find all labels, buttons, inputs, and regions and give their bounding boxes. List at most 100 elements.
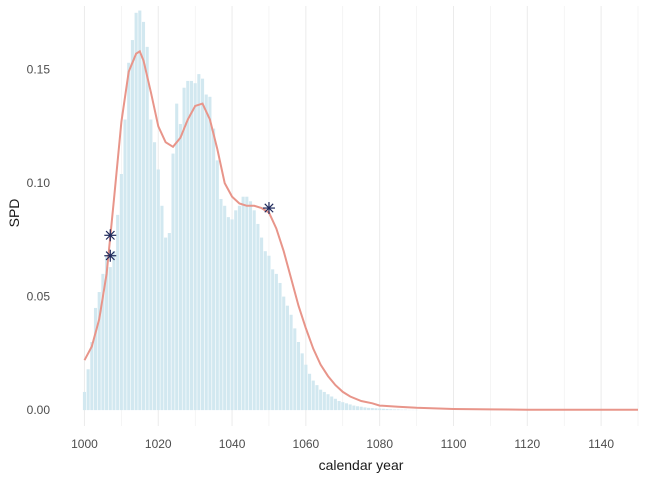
x-tick-label: 1020 [145, 437, 172, 451]
histogram-bar [230, 219, 234, 411]
y-tick-label: 0.00 [27, 403, 51, 417]
histogram-bar [285, 305, 289, 411]
histogram-bar [200, 78, 205, 411]
date-markers [104, 202, 275, 262]
histogram-bar [322, 391, 326, 411]
x-tick-label: 1120 [514, 437, 540, 451]
histogram-bar [274, 273, 278, 411]
histogram-bar [97, 292, 101, 411]
histogram-bar [208, 96, 212, 411]
histogram-bar [263, 251, 267, 411]
histogram-bar [167, 233, 171, 411]
histogram-bar [319, 389, 323, 411]
histogram-bar [311, 380, 315, 411]
histogram-bar [127, 62, 131, 411]
histogram-bar [182, 87, 186, 411]
histogram-bar [223, 205, 227, 411]
histogram-bar [296, 342, 301, 411]
histogram-bar [86, 369, 90, 411]
histogram-bar [101, 273, 105, 411]
y-axis-ticks: 0.00 0.05 0.10 0.15 [27, 63, 51, 418]
histogram-bar [248, 201, 253, 411]
histogram-bar [260, 237, 264, 411]
histogram-bar [237, 205, 241, 411]
histogram-bar [293, 328, 297, 411]
histogram-bar [389, 409, 393, 411]
histogram-bar [160, 205, 164, 411]
histogram-bar [271, 269, 275, 411]
histogram-bar [333, 398, 337, 411]
histogram-bar [112, 251, 116, 411]
histogram-bar [337, 401, 341, 411]
histogram-bar [123, 119, 127, 411]
x-axis-ticks: 1000 1020 1040 1060 1080 1100 1120 1140 [71, 437, 614, 451]
histogram-bar [193, 83, 197, 411]
x-tick-label: 1000 [71, 437, 98, 451]
histogram-bar [234, 210, 238, 411]
histogram-bar [348, 404, 352, 411]
histogram-bar [359, 406, 363, 411]
histogram-bar [141, 21, 146, 411]
histogram-bar [289, 314, 293, 411]
y-tick-label: 0.10 [27, 176, 51, 190]
histogram-bar [164, 237, 168, 411]
histogram-bar [175, 103, 179, 411]
histogram-bar [189, 80, 194, 411]
x-tick-label: 1100 [441, 437, 467, 451]
histogram-bar [326, 394, 330, 411]
histogram-bar [134, 12, 138, 411]
histogram-bar [363, 407, 367, 411]
histogram-bar [304, 364, 308, 411]
histogram-bar [153, 142, 157, 411]
histogram-bar [82, 391, 86, 411]
date-marker [104, 229, 117, 242]
histogram-bar [300, 353, 304, 411]
y-tick-label: 0.05 [27, 290, 51, 304]
histogram-bar [374, 408, 378, 411]
histogram-bar [178, 124, 182, 411]
histogram-bar [145, 46, 149, 411]
x-tick-label: 1040 [219, 437, 246, 451]
histogram-bar [171, 153, 175, 411]
density-line [83, 49, 638, 411]
histogram-bar [392, 409, 396, 411]
histogram-bar [116, 214, 120, 411]
histogram-bar [367, 407, 371, 411]
x-tick-label: 1140 [588, 437, 614, 451]
histogram-bar [197, 74, 201, 411]
histogram-bar [370, 408, 374, 411]
histogram-bar [381, 408, 385, 411]
histogram-bar [212, 128, 216, 411]
histogram-bar [105, 255, 109, 411]
date-marker [104, 249, 117, 262]
histogram-bar [308, 373, 312, 411]
histogram-bar [267, 255, 271, 411]
histogram-bar [186, 80, 190, 411]
histogram-bar [355, 406, 360, 411]
histogram-bar [156, 169, 160, 411]
histogram-bar [385, 408, 389, 411]
y-axis-title: SPD [6, 199, 22, 228]
histogram-bar [149, 119, 153, 411]
histogram-bar [352, 405, 356, 411]
histogram-bar [138, 10, 142, 411]
histogram-bar [90, 342, 94, 411]
histogram-bar [130, 40, 134, 411]
histogram-bar [245, 196, 249, 411]
histogram-bar [396, 409, 400, 411]
histogram-bar [226, 217, 230, 411]
histogram-bar [341, 402, 345, 411]
histogram-bar [241, 196, 245, 411]
histogram-bar [204, 94, 208, 411]
histogram-bar [108, 267, 112, 411]
histogram-bar [278, 282, 282, 411]
histogram-bar [119, 174, 123, 411]
date-marker [262, 202, 275, 215]
histogram-bar [256, 223, 260, 411]
histogram-bar [315, 385, 319, 411]
x-tick-label: 1080 [366, 437, 393, 451]
x-axis-title: calendar year [319, 457, 404, 473]
histogram-bar [330, 396, 334, 411]
histogram-bar [282, 296, 286, 411]
